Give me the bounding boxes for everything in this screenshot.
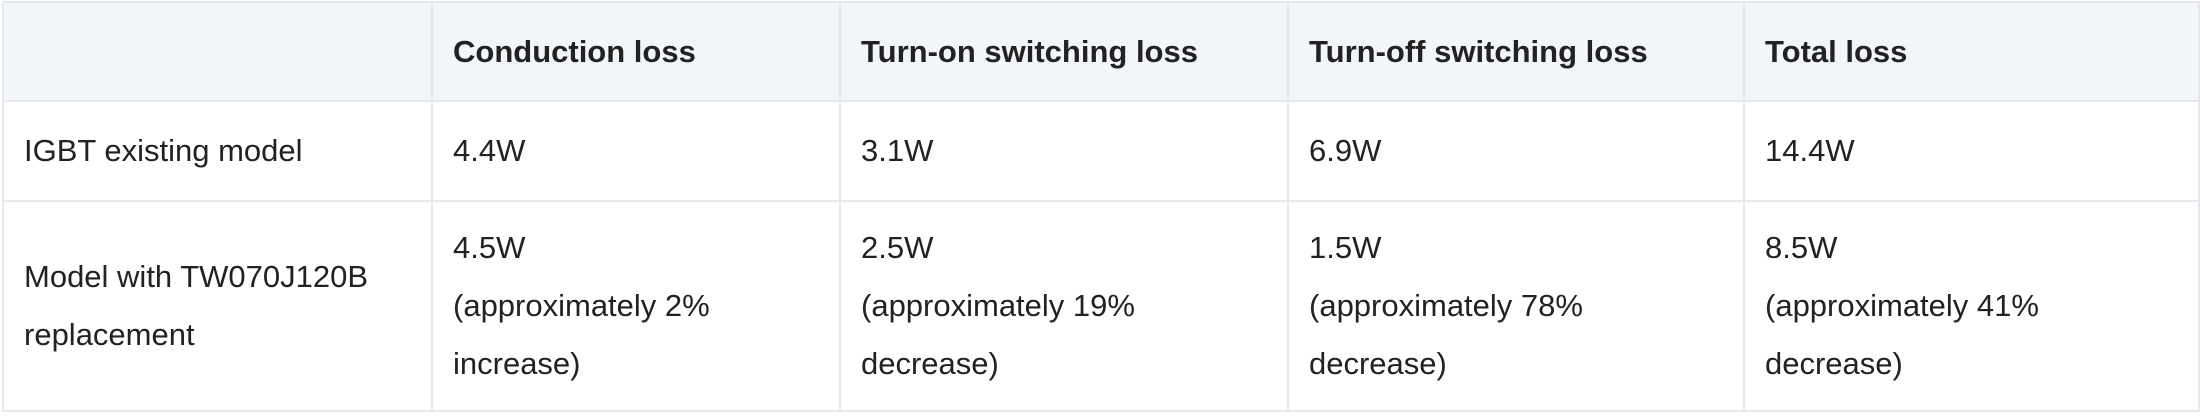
header-cell: Turn-off switching loss bbox=[1287, 1, 1745, 102]
table-cell: 8.5W (approximately 41% decrease) bbox=[1743, 200, 2200, 412]
table-cell: 4.5W (approximately 2% increase) bbox=[431, 200, 841, 412]
cell-line: IGBT existing model bbox=[24, 133, 303, 168]
cell-line: 4.5W bbox=[453, 230, 526, 265]
cell-line: (approximately 19% decrease) bbox=[861, 288, 1135, 381]
header-cell: Conduction loss bbox=[431, 1, 841, 102]
cell-line: (approximately 2% increase) bbox=[453, 288, 710, 381]
table-row: Model with TW070J120B replacement 4.5W (ap… bbox=[2, 200, 2200, 412]
table-cell: 1.5W (approximately 78% decrease) bbox=[1287, 200, 1745, 412]
table-cell: 4.4W bbox=[431, 100, 841, 202]
table-row: IGBT existing model 4.4W 3.1W 6.9W 14.4W bbox=[2, 100, 2200, 202]
table-cell: IGBT existing model bbox=[2, 100, 433, 202]
table-body: IGBT existing model 4.4W 3.1W 6.9W 14.4W Mode… bbox=[2, 100, 2200, 412]
cell-line: Model with TW070J120B replacement bbox=[24, 259, 369, 352]
cell-line: 2.5W bbox=[861, 230, 934, 265]
cell-line: 1.5W bbox=[1309, 230, 1382, 265]
table-cell: 14.4W bbox=[1743, 100, 2200, 202]
cell-line: 14.4W bbox=[1765, 133, 1855, 168]
table-cell: 2.5W (approximately 19% decrease) bbox=[839, 200, 1289, 412]
cell-line: (approximately 78% decrease) bbox=[1309, 288, 1583, 381]
cell-line: 3.1W bbox=[861, 133, 934, 168]
header-cell: Total loss bbox=[1743, 1, 2200, 102]
header-cell: Turn-on switching loss bbox=[839, 1, 1289, 102]
header-row: Conduction loss Turn-on switching loss Tur… bbox=[2, 1, 2200, 102]
table-cell: Model with TW070J120B replacement bbox=[2, 200, 433, 412]
cell-line: 6.9W bbox=[1309, 133, 1382, 168]
cell-line: 8.5W bbox=[1765, 230, 1838, 265]
cell-line: 4.4W bbox=[453, 133, 526, 168]
cell-line: (approximately 41% decrease) bbox=[1765, 288, 2039, 381]
header-cell bbox=[2, 1, 433, 102]
table-cell: 6.9W bbox=[1287, 100, 1745, 202]
table-cell: 3.1W bbox=[839, 100, 1289, 202]
